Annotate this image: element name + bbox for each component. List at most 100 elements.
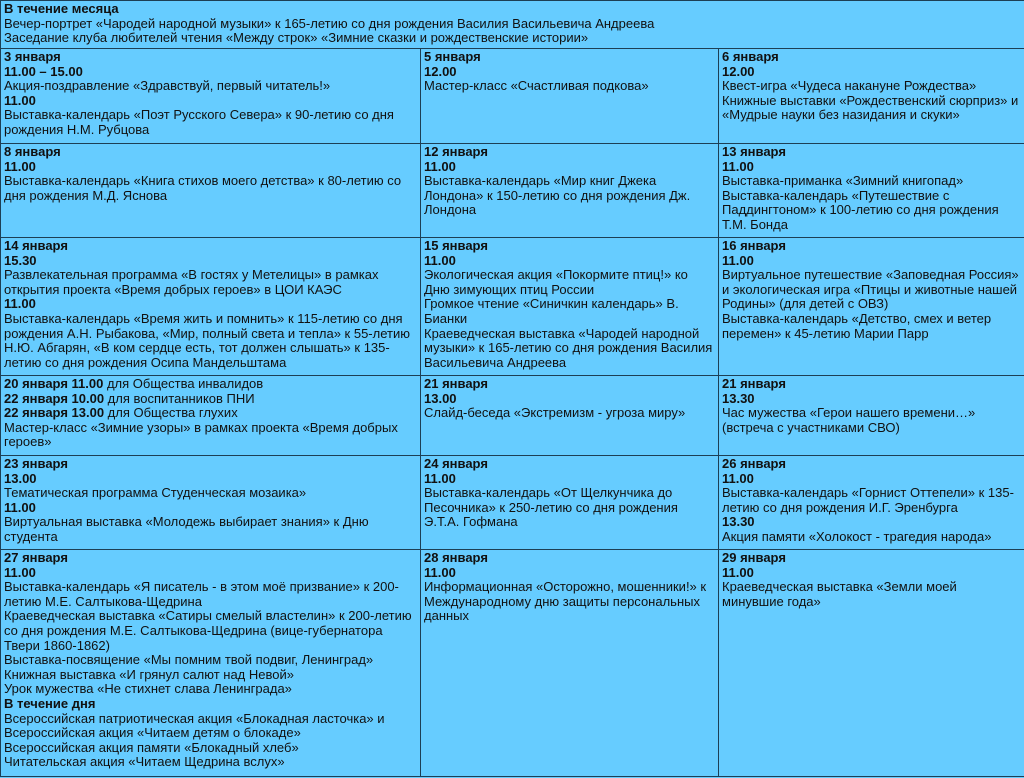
bold-text: 12.00 — [722, 63, 755, 79]
bold-text: 16 января — [722, 238, 786, 253]
event-text: Всероссийская патриотическая акция «Блок… — [4, 710, 385, 741]
event-line: Час мужества «Герои нашего времени…» (вс… — [722, 405, 1021, 435]
bold-text: 11.00 — [4, 92, 36, 108]
day-cell: 29 января 11.00 Краеведческая выставка «Зе… — [718, 549, 1024, 777]
bold-text: 12.00 — [424, 63, 457, 79]
schedule-row: 23 января 13.00 Тематическая программа Сту… — [0, 455, 1024, 550]
bold-text: 11.00 — [722, 564, 754, 580]
bold-text: 29 января — [722, 550, 786, 565]
event-line: Читательская акция «Читаем Щедрина вслух… — [4, 755, 417, 770]
event-line: Виртуальная выставка «Молодежь выбирает … — [4, 515, 417, 544]
event-heading: В течение дня — [4, 695, 417, 712]
bold-text: 23 января — [4, 456, 68, 471]
day-cell: 5 января 12.00 Мастер-класс «Счастливая по… — [420, 48, 719, 144]
event-line: Информационная «Осторожно, мошенники!» к… — [424, 579, 715, 624]
event-line: Выставка-календарь «Мир книг Джека Лондо… — [424, 173, 715, 218]
bold-text: 11.00 — [722, 470, 754, 486]
event-heading: 11.00 — [424, 159, 715, 175]
event-line: Выставка-приманка «Зимний книгопад» — [722, 173, 1021, 189]
bold-text: 11.00 — [424, 470, 456, 486]
event-text: Тематическая программа Студенческая моза… — [4, 485, 307, 501]
bold-text: 8 января — [4, 144, 61, 159]
event-heading: 15.30 — [4, 253, 417, 269]
event-heading: 16 января — [722, 238, 1021, 254]
event-heading: 12 января — [424, 144, 715, 160]
event-line: Выставка-календарь «Я писатель - в этом … — [4, 579, 417, 609]
bold-text: 13.00 — [4, 470, 37, 486]
schedule-row: 27 января 11.00 Выставка-календарь «Я писа… — [0, 549, 1024, 777]
event-text: для Общества инвалидов — [103, 376, 264, 391]
event-text: Вечер-портрет «Чародей народной музыки» … — [4, 15, 655, 31]
event-line: 22 января 13.00 для Общества глухих — [4, 405, 417, 421]
month-section-cell: В течение месяца Вечер-портрет «Чародей н… — [0, 0, 1024, 49]
schedule-row: 3 января 11.00 – 15.00 Акция-поздравление … — [0, 48, 1024, 144]
event-line: 22 января 10.00 для воспитанников ПНИ — [4, 391, 417, 407]
event-line: Квест-игра «Чудеса накануне Рождества» — [722, 78, 1021, 94]
event-text: Урок мужества «Не стихнет слава Ленингра… — [4, 681, 292, 697]
event-heading: 11.00 — [4, 92, 417, 109]
event-text: Выставка-календарь «Путешествие с Паддин… — [722, 187, 999, 232]
day-cell: 21 января 13.00 Слайд-беседа «Экстремизм -… — [420, 375, 719, 456]
event-text: Развлекательная программа «В гостях у Ме… — [4, 267, 379, 297]
event-text: Мастер-класс «Зимние узоры» в рамках про… — [4, 419, 398, 450]
day-cell: 3 января 11.00 – 15.00 Акция-поздравление … — [0, 48, 421, 144]
event-heading: 14 января — [4, 238, 417, 254]
event-heading: 13.00 — [424, 390, 715, 407]
event-text: Акция-поздравление «Здравствуй, первый ч… — [4, 78, 331, 94]
event-heading: 11.00 — [4, 499, 417, 516]
bold-text: 11.00 — [424, 564, 456, 580]
day-cell: 12 января 11.00 Выставка-календарь «Мир кн… — [420, 143, 719, 238]
event-line: Мастер-класс «Счастливая подкова» — [424, 78, 715, 94]
event-text: Мастер-класс «Счастливая подкова» — [424, 78, 649, 94]
bold-text: 12 января — [424, 144, 488, 159]
event-line: Выставка-календарь «Книга стихов моего д… — [4, 173, 417, 203]
bold-text: 13.00 — [424, 390, 457, 406]
event-text: Виртуальная выставка «Молодежь выбирает … — [4, 514, 369, 544]
event-line: Всероссийская акция памяти «Блокадный хл… — [4, 739, 417, 756]
schedule-row: 8 января 11.00 Выставка-календарь «Книга с… — [0, 143, 1024, 238]
event-heading: 27 января — [4, 550, 417, 566]
event-line: Вечер-портрет «Чародей народной музыки» … — [4, 15, 1021, 32]
event-line: Краеведческая выставка «Чародей народной… — [424, 326, 715, 371]
event-line: Выставка-календарь «Поэт Русского Севера… — [4, 108, 417, 137]
bold-text: 11.00 – 15.00 — [4, 63, 83, 79]
event-heading: 11.00 – 15.00 — [4, 63, 417, 80]
bold-text: 3 января — [4, 49, 61, 64]
month-section-row: В течение месяца Вечер-портрет «Чародей н… — [0, 0, 1024, 49]
bold-text: 14 января — [4, 238, 68, 253]
schedule-row: 20 января 11.00 для Общества инвалидов 22… — [0, 375, 1024, 456]
day-cell: 8 января 11.00 Выставка-календарь «Книга с… — [0, 143, 421, 238]
event-text: Всероссийская акция памяти «Блокадный хл… — [4, 739, 299, 755]
bold-text: 27 января — [4, 550, 68, 565]
event-line: Мастер-класс «Зимние узоры» в рамках про… — [4, 419, 417, 450]
event-line: Урок мужества «Не стихнет слава Ленингра… — [4, 682, 417, 697]
event-heading: 26 января — [722, 456, 1021, 472]
event-heading: 13.30 — [722, 391, 1021, 407]
event-line: Краеведческая выставка «Сатиры смелый вл… — [4, 609, 417, 653]
event-line: Выставка-календарь «Детство, смех и вете… — [722, 311, 1021, 341]
bold-text: 21 января — [722, 376, 786, 391]
day-cell: 24 января 11.00 Выставка-календарь «От Щел… — [420, 455, 719, 550]
event-heading: 21 января — [424, 376, 715, 392]
bold-text: В течение дня — [4, 695, 96, 711]
bold-text: 13.30 — [722, 514, 755, 530]
event-line: Акция-поздравление «Здравствуй, первый ч… — [4, 78, 417, 94]
bold-text: 11.00 — [4, 564, 36, 580]
event-heading: 11.00 — [424, 253, 715, 269]
event-heading: 11.00 — [722, 564, 1021, 581]
bold-text: 26 января — [722, 456, 786, 471]
day-cell: 13 января 11.00 Выставка-приманка «Зимний … — [718, 143, 1024, 238]
day-cell: 28 января 11.00 Информационная «Осторожно,… — [420, 549, 719, 777]
bold-text: 11.00 — [4, 499, 36, 515]
event-heading: 21 января — [722, 376, 1021, 392]
event-line: Книжные выставки «Рождественский сюрприз… — [722, 93, 1021, 123]
event-heading: 11.00 — [722, 253, 1021, 269]
event-text: Выставка-календарь «Поэт Русского Севера… — [4, 107, 394, 137]
event-heading: 11.00 — [424, 470, 715, 487]
event-line: 20 января 11.00 для Общества инвалидов — [4, 376, 417, 392]
event-line: Выставка-календарь «Время жить и помнить… — [4, 311, 417, 370]
event-text: Акция памяти «Холокост - трагедия народа… — [722, 528, 992, 544]
event-text: Громкое чтение «Синичкин календарь» В. Б… — [424, 296, 679, 326]
event-text: Выставка-календарь «Горнист Оттепели» к … — [722, 485, 1014, 515]
event-line: Всероссийская патриотическая акция «Блок… — [4, 710, 417, 741]
